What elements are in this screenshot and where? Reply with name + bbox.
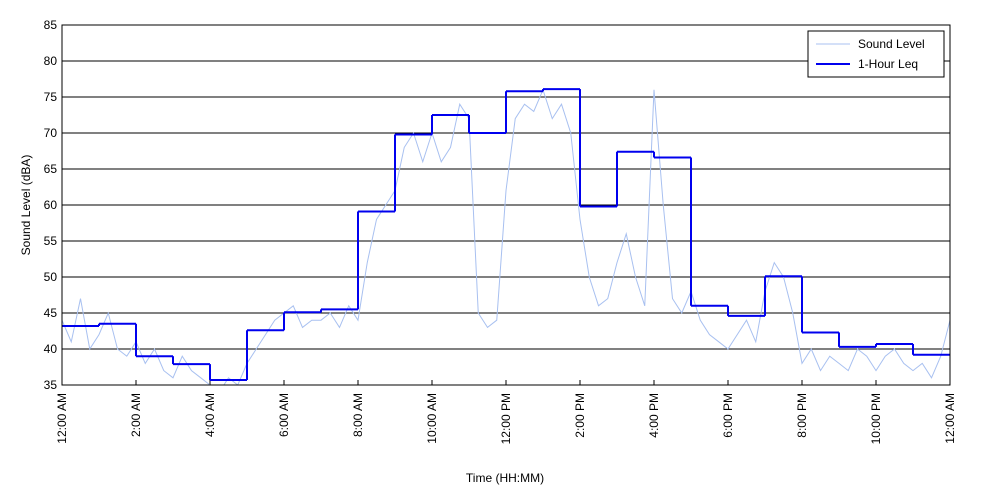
y-tick-label: 75: [44, 90, 58, 104]
y-axis-label: Sound Level (dBA): [19, 155, 33, 256]
y-tick-label: 80: [44, 54, 58, 68]
x-tick-label: 4:00 PM: [647, 393, 661, 438]
x-tick-label: 6:00 PM: [721, 393, 735, 438]
x-axis-label: Time (HH:MM): [466, 471, 544, 485]
x-tick-label: 4:00 AM: [203, 393, 217, 437]
legend-label: 1-Hour Leq: [858, 57, 918, 71]
legend-box: [807, 30, 945, 78]
plot-series: [62, 88, 950, 385]
y-tick-label: 55: [44, 234, 58, 248]
x-tick-label: 10:00 AM: [425, 393, 439, 444]
y-tick-label: 35: [44, 378, 58, 392]
legend-label: Sound Level: [858, 37, 925, 51]
y-tick-label: 45: [44, 306, 58, 320]
y-tick-label: 70: [44, 126, 58, 140]
x-tick-label: 8:00 PM: [795, 393, 809, 438]
x-tick-label: 6:00 AM: [277, 393, 291, 437]
y-tick-label: 60: [44, 198, 58, 212]
x-tick-label: 2:00 AM: [129, 393, 143, 437]
plot-frame: [61, 24, 951, 386]
y-tick-label: 40: [44, 342, 58, 356]
y-tick-label: 50: [44, 270, 58, 284]
x-tick-label: 8:00 AM: [351, 393, 365, 437]
x-tick-label: 2:00 PM: [573, 393, 587, 438]
y-tick-label: 65: [44, 162, 58, 176]
x-tick-label: 12:00 AM: [55, 393, 69, 444]
sound-level-line: [62, 88, 950, 385]
x-tick-label: 12:00 AM: [943, 393, 957, 444]
y-tick-label: 85: [44, 18, 58, 32]
x-tick-label: 12:00 PM: [499, 393, 513, 444]
x-tick-label: 10:00 PM: [869, 393, 883, 444]
legend: Sound Level 1-Hour Leq: [807, 30, 945, 78]
